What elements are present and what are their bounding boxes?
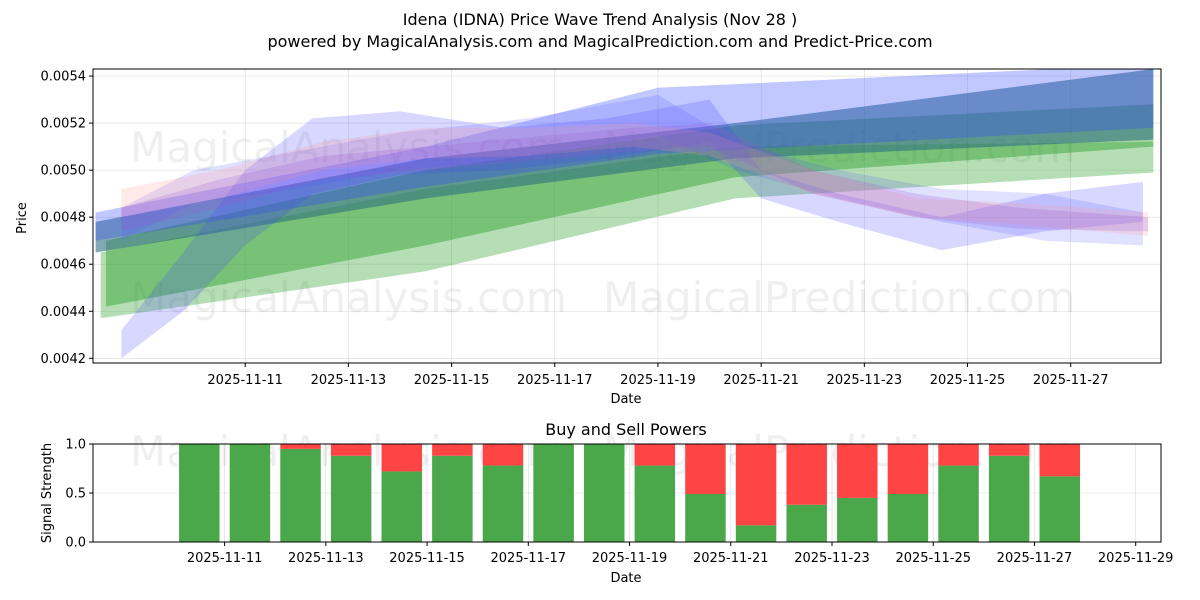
power-xtick-label-2: 2025-11-15	[389, 551, 465, 566]
watermark-analysis-2: MagicalAnalysis.com	[130, 273, 567, 322]
chart-subtitle: powered by MagicalAnalysis.com and Magic…	[267, 32, 932, 51]
power-xtick-label-3: 2025-11-17	[491, 551, 567, 566]
power-xtick-label-0: 2025-11-11	[187, 551, 263, 566]
sell-bar-11	[735, 444, 777, 526]
price-ytick-label-3: 0.0048	[41, 211, 87, 226]
price-band-6	[121, 123, 1149, 236]
price-xtick-label-5: 2025-11-21	[723, 373, 799, 388]
price-band-2	[95, 69, 1154, 253]
sell-bar-5	[432, 444, 473, 456]
buy-bar-1	[229, 444, 271, 542]
sell-bar-13	[837, 444, 878, 498]
sell-bar-12	[786, 444, 827, 505]
power-xtick-label-9: 2025-11-29	[1098, 551, 1174, 566]
price-xtick-label-7: 2025-11-25	[930, 373, 1006, 388]
buy-bar-0	[179, 444, 220, 542]
buy-bar-2	[280, 448, 321, 542]
power-xtick-label-4: 2025-11-19	[592, 551, 668, 566]
buy-bar-7	[533, 444, 574, 542]
power-xtick-label-8: 2025-11-27	[997, 551, 1073, 566]
sell-bar-4	[381, 444, 423, 472]
sell-bar-6	[482, 444, 524, 466]
price-band-1	[105, 104, 1154, 307]
price-xlabel: Date	[610, 392, 641, 407]
buy-bar-13	[837, 497, 878, 542]
price-xtick-label-0: 2025-11-11	[207, 373, 283, 388]
sell-bar-10	[685, 444, 726, 494]
buy-bar-14	[887, 493, 929, 542]
price-xtick-label-6: 2025-11-23	[827, 373, 903, 388]
price-xtick-label-3: 2025-11-17	[517, 373, 593, 388]
sell-bar-14	[887, 444, 929, 494]
sell-bar-15	[938, 444, 979, 466]
price-ytick-label-1: 0.0044	[41, 305, 87, 320]
power-panel: MagicalAnalysis.comMagicalPrediction.com…	[65, 427, 1173, 566]
price-ytick-label-6: 0.0054	[41, 70, 87, 85]
buy-bar-6	[482, 465, 524, 542]
sell-bar-17	[1039, 444, 1081, 477]
price-xtick-label-4: 2025-11-19	[620, 373, 696, 388]
price-ytick-label-4: 0.0050	[41, 164, 87, 179]
watermark-prediction-2: MagicalPrediction.com	[603, 273, 1076, 322]
price-band-4	[121, 99, 1143, 359]
price-ylabel: Price	[15, 202, 30, 234]
price-xtick-label-2: 2025-11-15	[414, 373, 490, 388]
power-ytick-label-2: 1.0	[65, 438, 86, 453]
buy-bar-15	[938, 465, 979, 542]
power-xtick-label-1: 2025-11-13	[288, 551, 364, 566]
price-band-5	[121, 94, 1143, 246]
buy-bar-10	[685, 493, 726, 542]
power-xtick-label-5: 2025-11-21	[693, 551, 769, 566]
sell-bar-9	[634, 444, 676, 466]
buy-bar-4	[381, 471, 423, 542]
power-xtick-label-6: 2025-11-23	[794, 551, 870, 566]
price-xtick-label-8: 2025-11-27	[1033, 373, 1109, 388]
price-panel: MagicalAnalysis.com MagicalPrediction.com…	[41, 68, 1162, 388]
buy-bar-17	[1039, 476, 1081, 542]
power-ylabel: Signal Strength	[40, 443, 55, 543]
price-bands	[95, 69, 1154, 359]
price-frame	[92, 68, 1162, 364]
power-xlabel: Date	[610, 571, 641, 586]
buy-bar-16	[988, 455, 1030, 542]
power-ytick-label-0: 0.0	[65, 536, 86, 551]
buy-bar-11	[735, 525, 777, 542]
buy-bar-3	[330, 455, 372, 542]
buy-bar-12	[786, 504, 827, 542]
chart-title: Idena (IDNA) Price Wave Trend Analysis (…	[403, 10, 798, 29]
buy-bar-9	[634, 465, 676, 542]
sell-bar-16	[988, 444, 1030, 456]
buy-bar-5	[432, 455, 473, 542]
power-xtick-label-7: 2025-11-25	[895, 551, 971, 566]
price-ytick-label-2: 0.0046	[41, 258, 87, 273]
power-title: Buy and Sell Powers	[545, 420, 707, 439]
price-band-3	[95, 69, 1154, 241]
buy-bar-8	[583, 444, 625, 542]
power-ytick-label-1: 0.5	[65, 487, 86, 502]
sell-bar-2	[280, 444, 321, 449]
price-ytick-label-5: 0.0052	[41, 117, 87, 132]
sell-bar-3	[330, 444, 372, 456]
price-band-7	[121, 123, 1149, 232]
price-band-0	[100, 141, 1154, 319]
price-ytick-label-0: 0.0042	[41, 352, 87, 367]
price-xtick-label-1: 2025-11-13	[311, 373, 387, 388]
